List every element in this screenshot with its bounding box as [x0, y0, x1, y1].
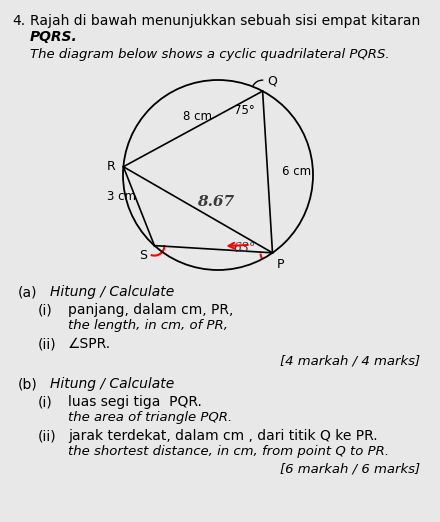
Text: 3 cm: 3 cm	[107, 190, 136, 203]
Text: (i): (i)	[38, 303, 53, 317]
Text: PQRS.: PQRS.	[30, 30, 78, 44]
Text: The diagram below shows a cyclic quadrilateral PQRS.: The diagram below shows a cyclic quadril…	[30, 48, 390, 61]
Text: 8.67: 8.67	[198, 195, 235, 209]
Text: Rajah di bawah menunjukkan sebuah sisi empat kitaran: Rajah di bawah menunjukkan sebuah sisi e…	[30, 14, 420, 28]
Text: 4.: 4.	[12, 14, 25, 28]
Text: Hitung / Calculate: Hitung / Calculate	[50, 377, 174, 391]
Text: ∠SPR.: ∠SPR.	[68, 337, 111, 351]
Text: 75°: 75°	[234, 104, 255, 117]
Text: S: S	[139, 248, 147, 262]
Text: jarak terdekat, dalam cm , dari titik Q ke PR.: jarak terdekat, dalam cm , dari titik Q …	[68, 429, 378, 443]
Text: (i): (i)	[38, 395, 53, 409]
Text: the shortest distance, in cm, from point Q to PR.: the shortest distance, in cm, from point…	[68, 445, 389, 458]
Text: the length, in cm, of PR,: the length, in cm, of PR,	[68, 319, 228, 332]
Text: [4 markah / 4 marks]: [4 markah / 4 marks]	[280, 355, 420, 368]
Text: [6 markah / 6 marks]: [6 markah / 6 marks]	[280, 463, 420, 476]
Text: 8 cm: 8 cm	[183, 110, 213, 123]
Text: (ii): (ii)	[38, 429, 57, 443]
Text: (ii): (ii)	[38, 337, 57, 351]
Text: 6 cm: 6 cm	[282, 165, 311, 179]
Text: P: P	[276, 258, 284, 271]
Text: (a): (a)	[18, 285, 37, 299]
Text: (b): (b)	[18, 377, 38, 391]
Text: 63°: 63°	[233, 242, 256, 255]
Text: luas segi tiga  PQR.: luas segi tiga PQR.	[68, 395, 202, 409]
Text: R: R	[106, 160, 115, 173]
Text: the area of triangle PQR.: the area of triangle PQR.	[68, 411, 232, 424]
Text: panjang, dalam cm, PR,: panjang, dalam cm, PR,	[68, 303, 233, 317]
Text: Q: Q	[268, 74, 278, 87]
Text: Hitung / Calculate: Hitung / Calculate	[50, 285, 174, 299]
